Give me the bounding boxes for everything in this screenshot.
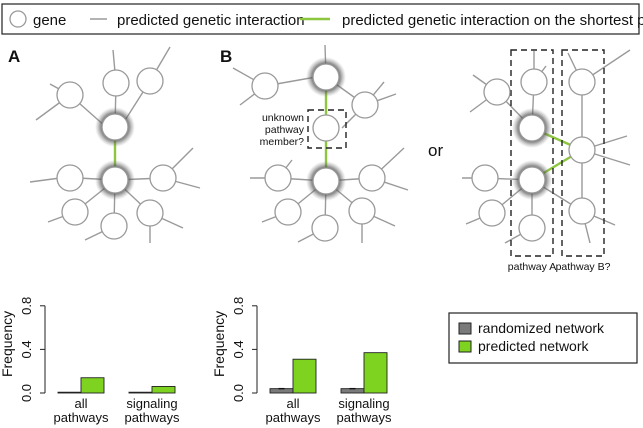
network-a-nodes: [56, 67, 177, 240]
pathway-a-box: [510, 49, 554, 257]
network-b-left-nodes: [251, 57, 386, 242]
gene-node: [568, 197, 596, 225]
category-label: pathways: [337, 410, 392, 425]
y-tick-label: 0.0: [19, 384, 34, 402]
edge: [29, 177, 61, 183]
y-tick-label: 0.8: [19, 297, 34, 315]
y-axis-label: Frequency: [211, 311, 227, 377]
bar: [128, 391, 153, 394]
gene-node: [358, 164, 386, 192]
bar: [151, 386, 176, 394]
or-label: or: [428, 141, 443, 160]
chart-b: 0.00.40.8Frequencyallpathwayssignalingpa…: [211, 297, 392, 425]
gene-node: [102, 69, 130, 97]
gene-node: [56, 164, 84, 192]
legend-interaction-label: predicted genetic interaction: [117, 12, 305, 29]
unknown-member-line-3: member?: [260, 136, 305, 148]
bar: [80, 377, 105, 394]
gene-node: [61, 198, 89, 226]
randomized-swatch: [458, 322, 472, 335]
legend-shortest-path-label: predicted genetic interaction on the sho…: [342, 12, 643, 29]
gene-icon: [9, 10, 27, 28]
gene-node: [478, 199, 506, 227]
predicted-label: predicted network: [478, 338, 590, 354]
gene-node: [149, 164, 177, 192]
gene-node: [264, 164, 292, 192]
highlighted-gene-node: [518, 114, 546, 142]
gene-node: [136, 199, 164, 227]
bar: [363, 352, 388, 394]
gene-node: [568, 68, 596, 96]
top-legend: gene predicted genetic interaction predi…: [1, 3, 643, 35]
gene-node: [568, 136, 596, 164]
category-label: pathways: [125, 410, 180, 425]
gene-node: [348, 197, 376, 225]
highlighted-gene-node: [518, 166, 546, 194]
unknown-member-line-1: unknown: [262, 112, 304, 124]
gene-node: [136, 67, 164, 95]
randomized-label: randomized network: [478, 320, 605, 336]
panel-a-label: A: [8, 47, 20, 66]
pathway-b-box: [561, 49, 605, 257]
highlighted-gene-node: [312, 167, 340, 195]
highlighted-gene-node: [101, 166, 129, 194]
predicted-swatch: [458, 340, 472, 353]
category-label: signaling: [338, 396, 389, 411]
gene-node: [311, 214, 339, 242]
pathway-a-label: pathway A: [508, 261, 556, 273]
highlighted-gene-node: [101, 113, 129, 141]
chart-legend: randomized network predicted network: [448, 312, 638, 364]
y-tick-label: 0.0: [231, 384, 246, 402]
gene-node: [518, 214, 546, 242]
gene-node: [251, 72, 279, 100]
y-tick-label: 0.4: [231, 340, 246, 358]
category-label: signaling: [126, 396, 177, 411]
chart-legend-box: [448, 312, 638, 364]
gene-node: [274, 198, 302, 226]
legend-gene-label: gene: [33, 12, 66, 29]
gene-node: [351, 91, 379, 119]
category-label: all: [74, 396, 87, 411]
category-label: pathways: [266, 410, 321, 425]
unknown-member-line-2: pathway: [265, 124, 305, 136]
panel-b-label: B: [220, 47, 232, 66]
network-b-right-nodes: [471, 68, 596, 242]
unknown-gene-node: [312, 114, 340, 142]
category-label: all: [286, 396, 299, 411]
gene-node: [520, 68, 548, 96]
bar: [292, 358, 317, 394]
unknown-member-box: [307, 109, 347, 149]
bar: [57, 391, 82, 394]
y-axis-label: Frequency: [0, 311, 15, 377]
unknown-member-label: unknown pathway member?: [260, 112, 305, 148]
gene-node: [100, 212, 128, 240]
highlighted-gene-node: [312, 63, 340, 91]
chart-a: 0.00.40.8Frequencyallpathwayssignalingpa…: [0, 297, 180, 425]
gene-node: [471, 164, 499, 192]
y-tick-label: 0.4: [19, 340, 34, 358]
gene-node: [56, 81, 84, 109]
gene-node: [483, 78, 511, 106]
pathway-b-label: pathway B?: [556, 261, 611, 273]
y-tick-label: 0.8: [231, 297, 246, 315]
category-label: pathways: [54, 410, 109, 425]
